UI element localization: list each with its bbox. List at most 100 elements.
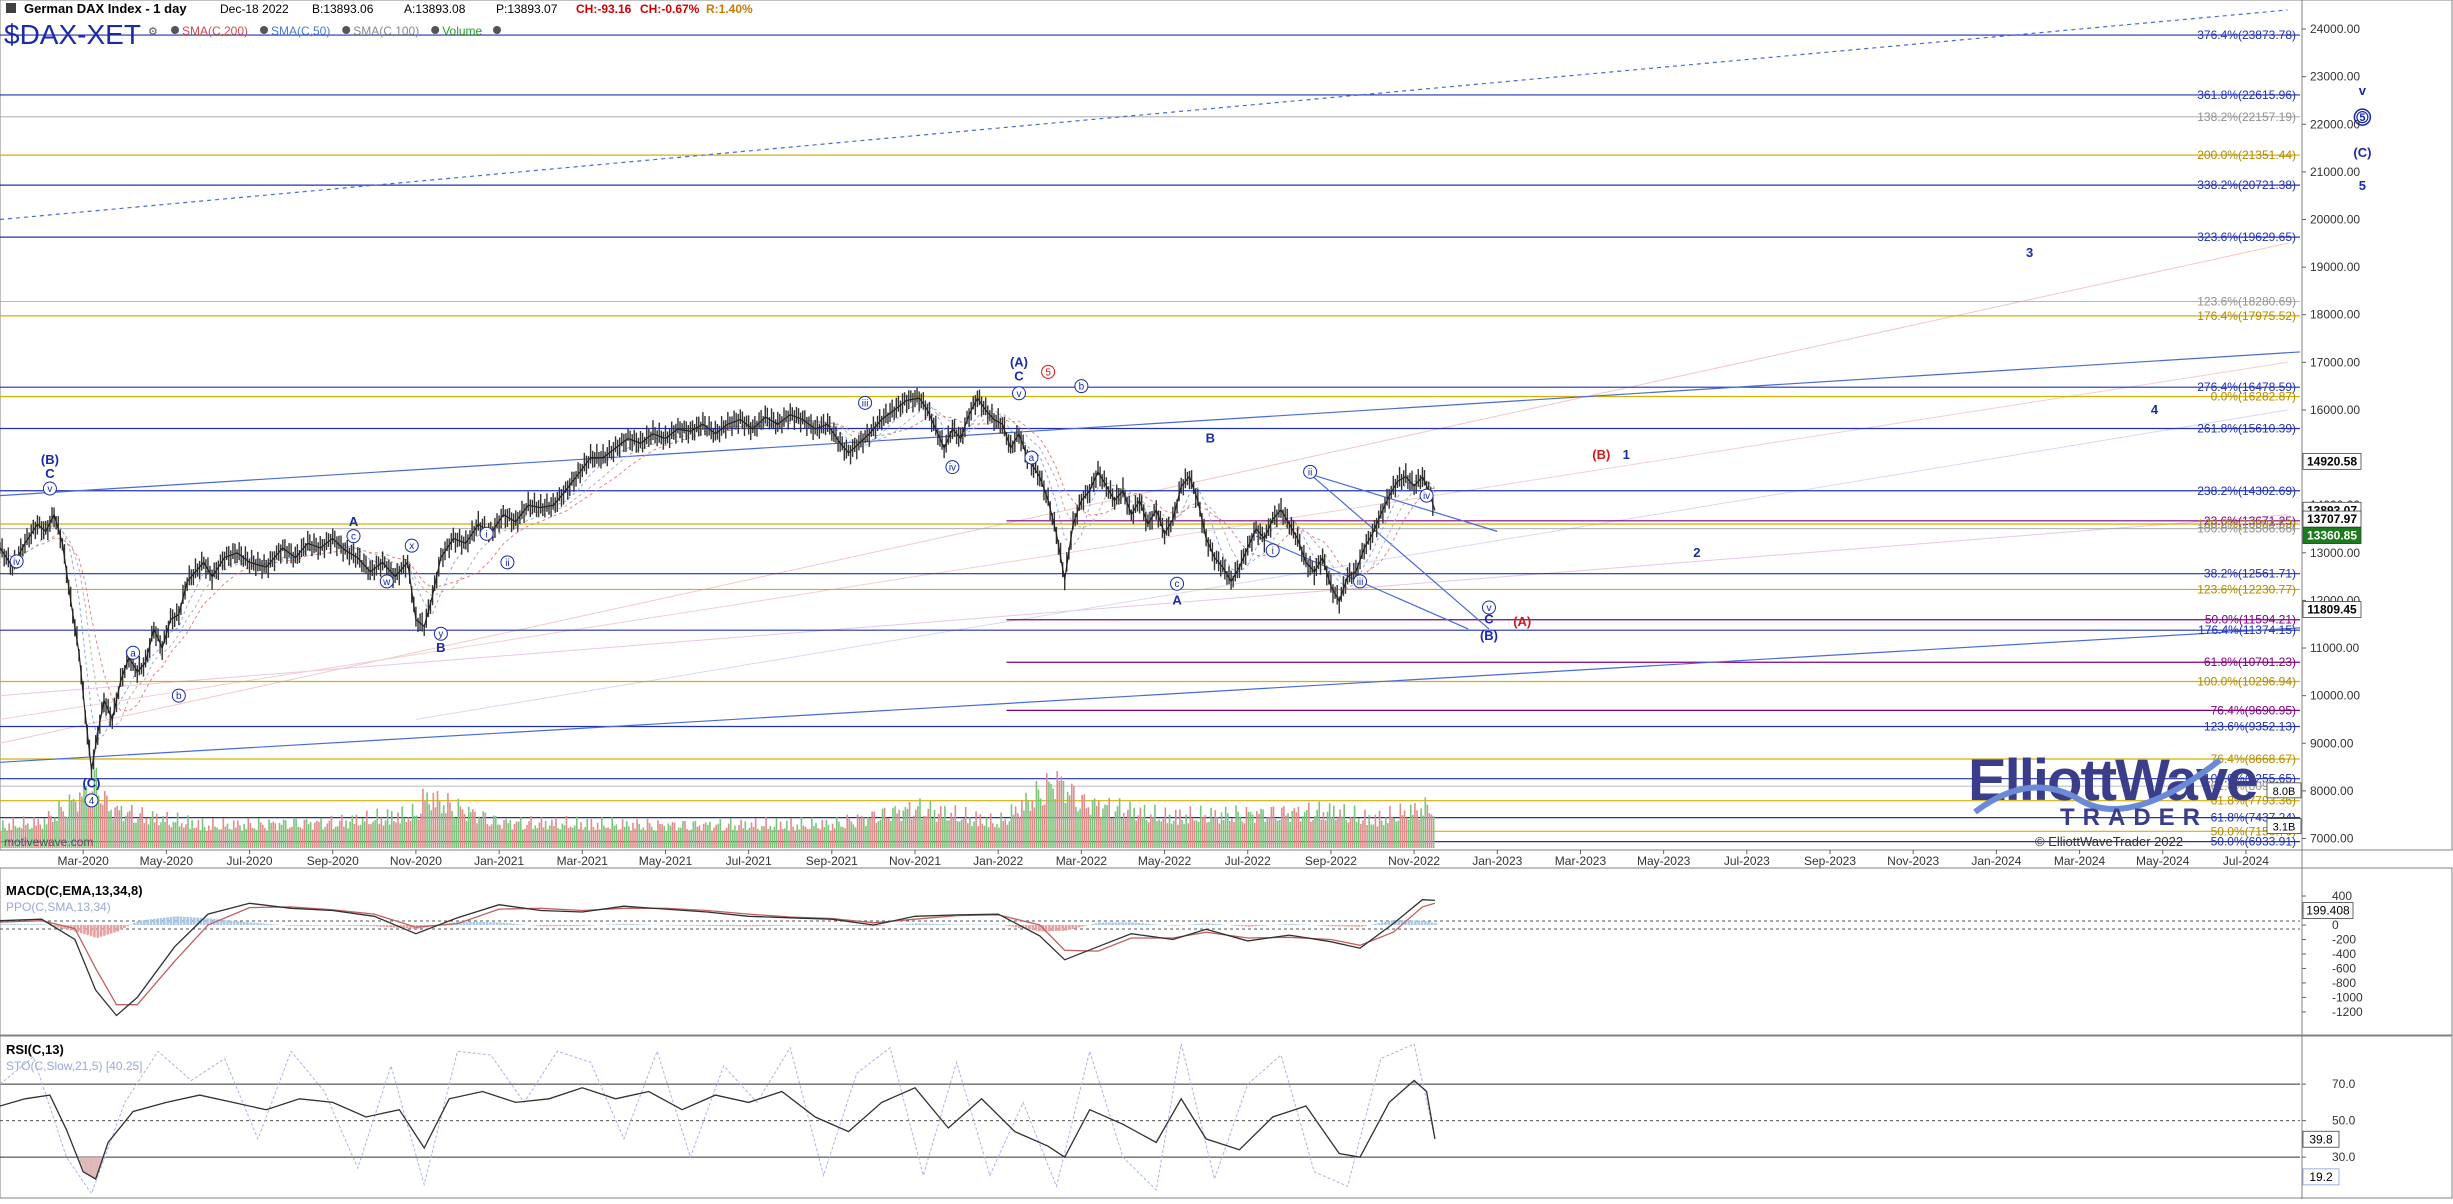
volume-bar-541 [1125, 818, 1127, 848]
volume-bar-159 [331, 816, 333, 848]
volume-bar-576 [1198, 822, 1200, 848]
wave-label-35: (B) [1592, 447, 1610, 462]
volume-bar-71 [148, 824, 150, 848]
volume-bar-639 [1329, 803, 1331, 848]
x-tick-label-2: Jul-2020 [227, 854, 273, 868]
rsi-os-fill-3 [83, 1157, 85, 1172]
volume-bar-68 [141, 807, 143, 848]
volume-bar-231 [480, 818, 482, 848]
macd-hist-bar-1 [3, 924, 6, 925]
macd-hist-bar-229 [762, 925, 765, 926]
wave-label-9: c [351, 532, 356, 543]
volume-bar-430 [894, 806, 896, 848]
macd-hist-bar-56 [186, 917, 189, 925]
volume-bar-557 [1158, 819, 1160, 848]
volume-bar-614 [1277, 821, 1279, 848]
macd-hist-bar-210 [699, 925, 702, 926]
volume-bar-264 [549, 825, 551, 848]
macd-hist-bar-0 [0, 924, 3, 925]
macd-hist-bar-334 [1111, 922, 1114, 925]
volume-bar-625 [1300, 821, 1302, 848]
macd-hist-bar-75 [250, 922, 253, 925]
volume-bar-376 [782, 829, 784, 848]
header-bid: B:13893.06 [312, 2, 374, 16]
volume-bar-350 [728, 824, 730, 848]
volume-bar-284 [591, 819, 593, 848]
macd-hist-bar-253 [842, 925, 845, 926]
volume-bar-153 [318, 822, 320, 848]
macd-hist-bar-152 [506, 923, 509, 925]
volume-bar-672 [1397, 821, 1399, 848]
volume-bar-542 [1127, 810, 1129, 848]
fib-level-label-0: 376.4%(23873.78) [2197, 28, 2296, 42]
volume-bar-115 [239, 825, 241, 848]
macd-hist-bar-78 [260, 923, 263, 925]
wave-label-14: i [486, 529, 488, 540]
volume-bar-516 [1073, 786, 1075, 848]
macd-hist-bar-190 [632, 924, 635, 925]
macd-hist-bar-161 [536, 925, 539, 926]
macd-hist-bar-224 [745, 925, 748, 926]
volume-bar-208 [433, 793, 435, 848]
volume-bar-317 [659, 824, 661, 848]
macd-hist-bar-274 [912, 924, 915, 925]
volume-bar-407 [846, 815, 848, 848]
macd-hist-bar-329 [1095, 923, 1098, 925]
volume-bar-665 [1383, 825, 1385, 848]
volume-bar-62 [129, 811, 131, 848]
macd-hist-bar-28 [93, 925, 96, 937]
volume-bar-671 [1395, 821, 1397, 848]
volume-bar-158 [329, 821, 331, 848]
chart-settings-gear-icon: ⚙ [148, 26, 158, 38]
volume-bar-563 [1171, 824, 1173, 848]
rsi-subtitle: STO(C,Slow,21,5) [40.25] [6, 1059, 143, 1073]
volume-bar-341 [709, 822, 711, 848]
macd-hist-bar-96 [319, 925, 322, 926]
volume-bar-213 [443, 805, 445, 848]
volume-bar-131 [272, 822, 274, 848]
volume-bar-472 [982, 824, 984, 848]
volume-bar-323 [672, 822, 674, 848]
macd-hist-bar-376 [1251, 925, 1254, 926]
macd-hist-bar-71 [236, 921, 239, 925]
macd-hist-bar-88 [293, 925, 296, 926]
macd-hist-bar-397 [1321, 925, 1324, 926]
price-ytick-label-8: 16000.00 [2310, 403, 2360, 417]
macd-hist-bar-164 [546, 925, 549, 926]
volume-bar-204 [424, 801, 426, 848]
volume-bar-328 [682, 821, 684, 848]
volume-bar-219 [455, 818, 457, 848]
volume-bar-659 [1370, 824, 1372, 848]
macd-hist-bar-8 [27, 924, 30, 925]
wave-label-13: B [436, 640, 445, 655]
volume-bar-110 [229, 829, 231, 848]
volume-bar-370 [769, 826, 771, 848]
volume-bar-568 [1181, 820, 1183, 848]
wave-label-41: 5 [2359, 112, 2365, 124]
macd-hist-bar-166 [552, 925, 555, 926]
volume-bar-261 [543, 827, 545, 848]
price-tag-0: 14920.58 [2307, 454, 2357, 468]
volume-bar-364 [757, 829, 759, 848]
volume-bar-314 [653, 830, 655, 848]
macd-hist-bar-207 [689, 925, 692, 926]
macd-hist-bar-106 [353, 925, 356, 926]
macd-hist-bar-225 [749, 925, 752, 926]
volume-bar-453 [942, 817, 944, 848]
volume-bar-149 [310, 822, 312, 848]
volume-bar-296 [616, 824, 618, 848]
macd-hist-bar-258 [858, 925, 861, 926]
volume-bar-604 [1256, 811, 1258, 848]
macd-hist-bar-223 [742, 925, 745, 926]
x-tick-label-6: Mar-2021 [557, 854, 609, 868]
volume-bar-464 [965, 807, 967, 848]
volume-bar-415 [863, 817, 865, 848]
volume-bar-182 [378, 824, 380, 848]
volume-bar-294 [611, 817, 613, 848]
volume-bar-74 [154, 822, 156, 848]
volume-bar-232 [482, 811, 484, 848]
macd-hist-bar-399 [1328, 925, 1331, 926]
wave-label-19: C [1014, 369, 1024, 384]
volume-bar-460 [957, 821, 959, 848]
macd-hist-bar-430 [1431, 922, 1434, 925]
